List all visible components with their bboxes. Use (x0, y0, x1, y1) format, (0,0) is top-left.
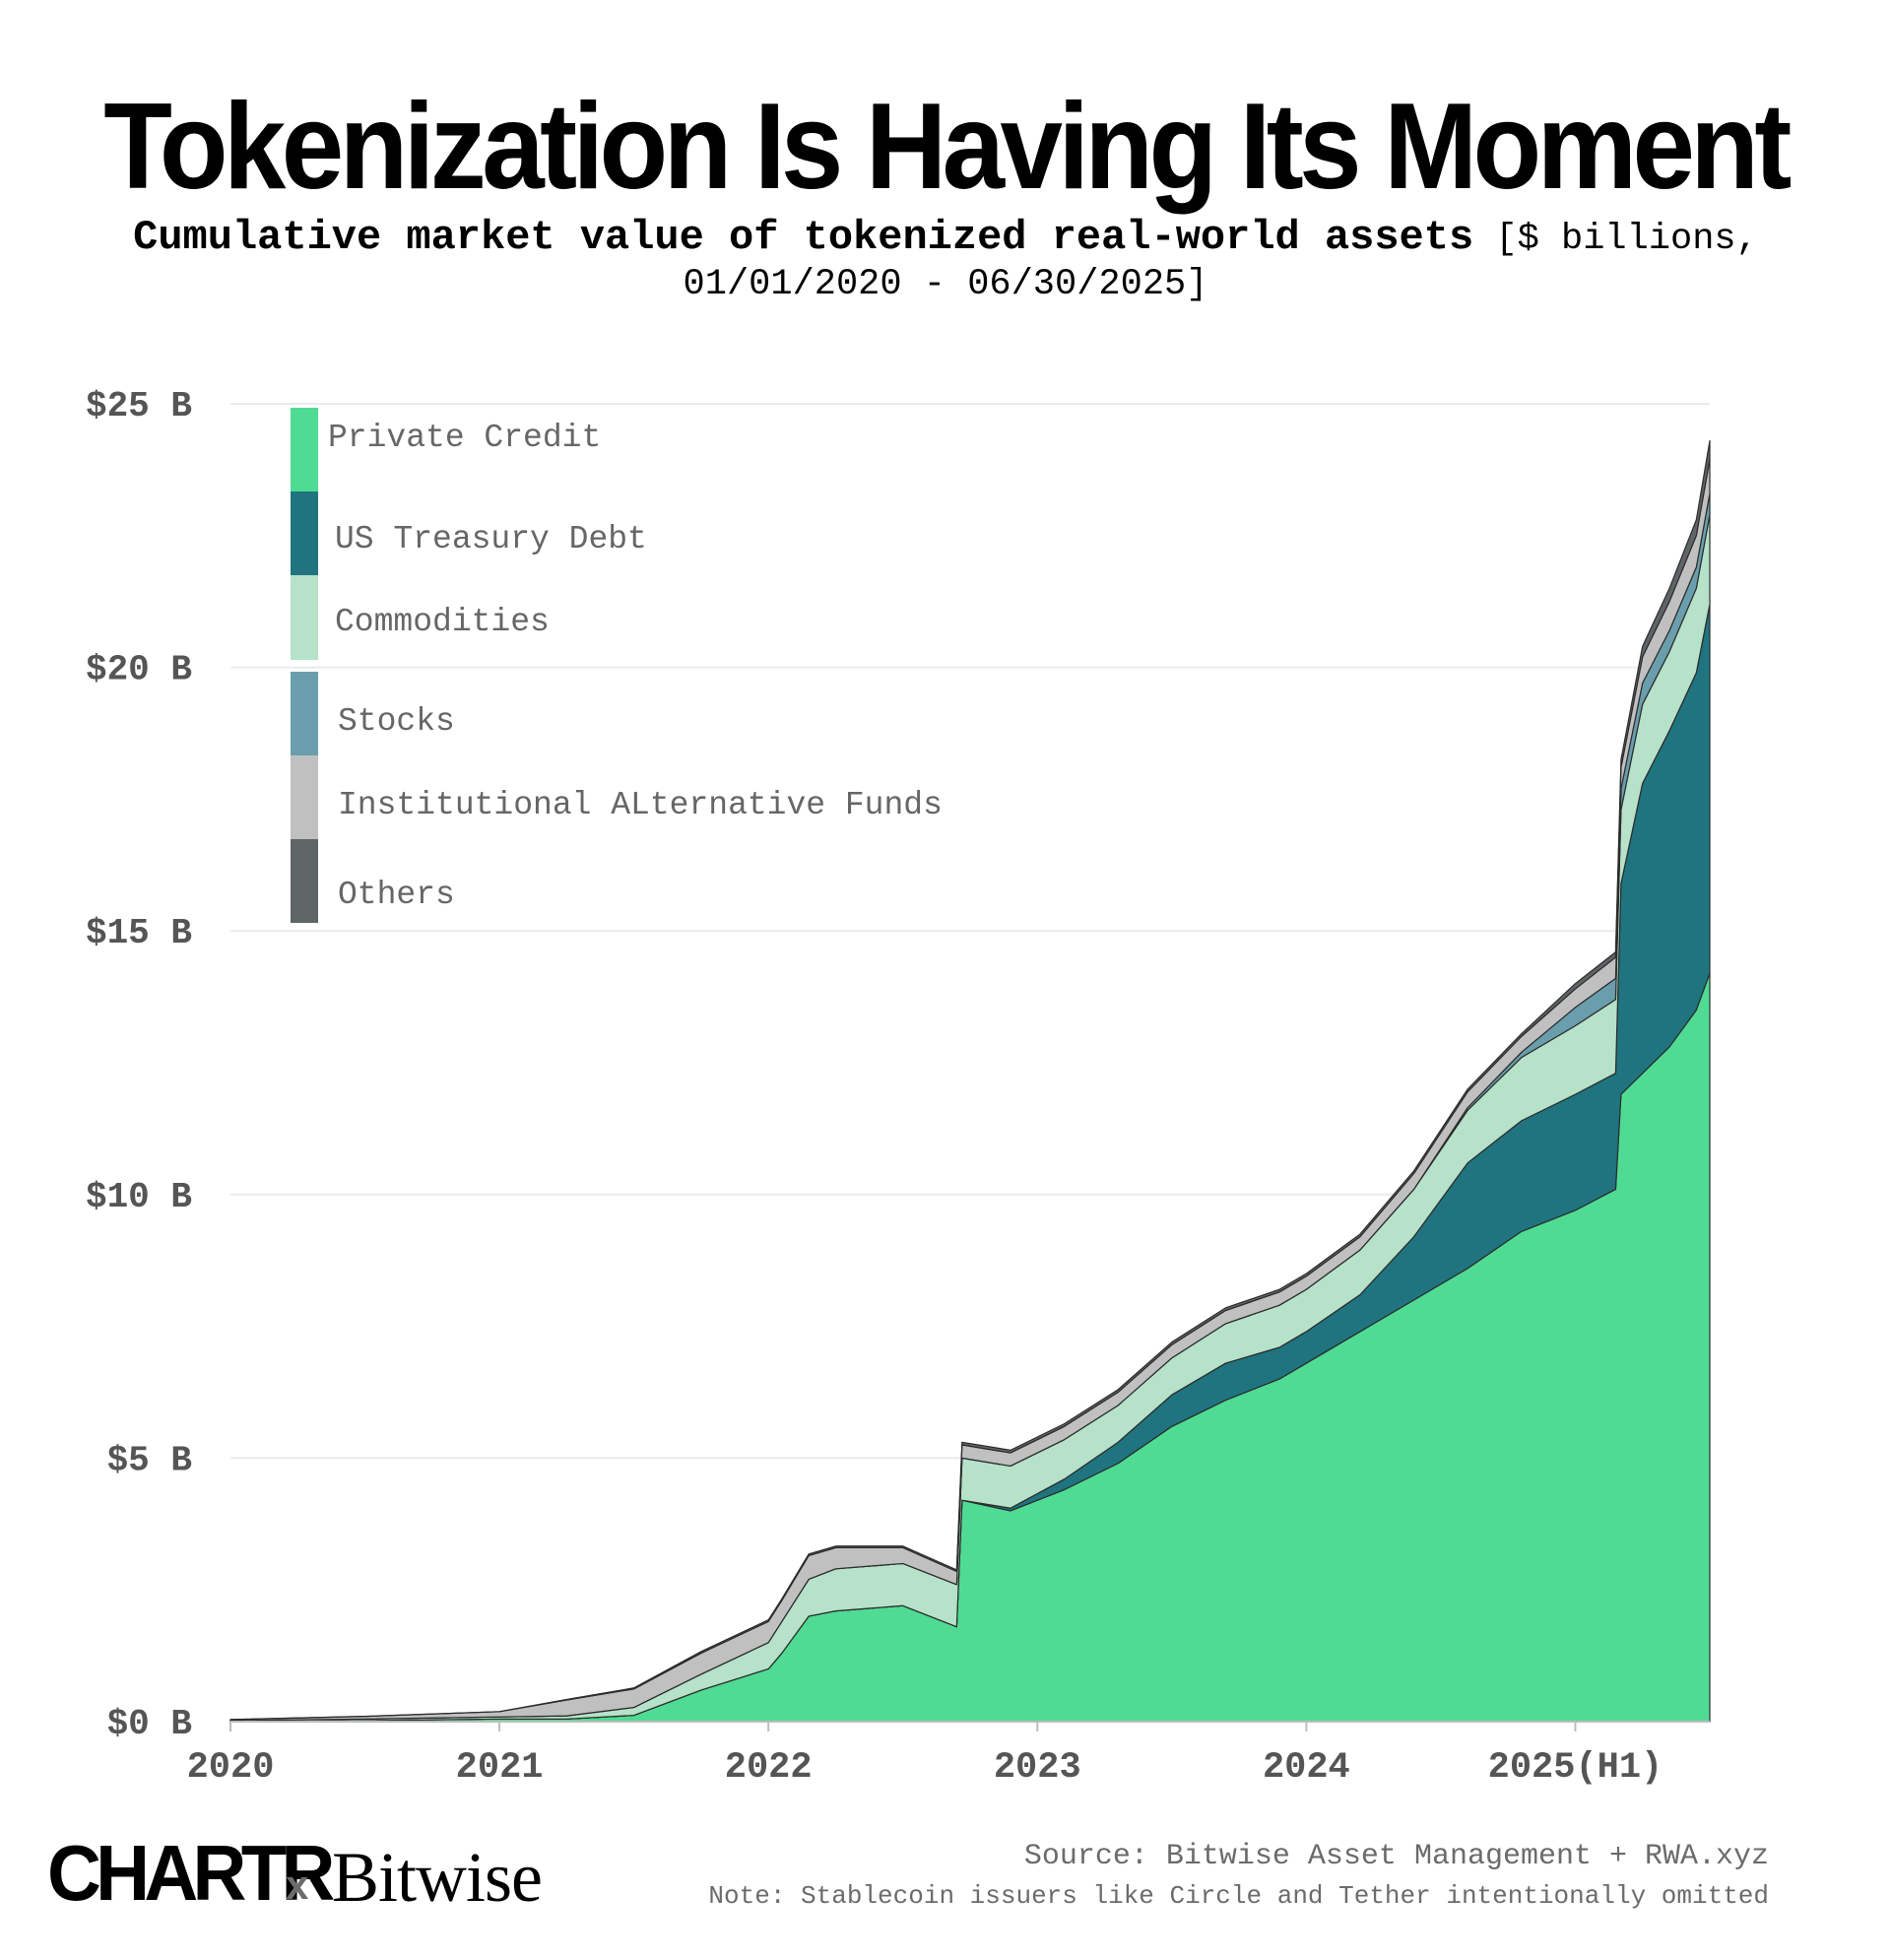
legend-swatch (291, 755, 318, 839)
legend-label: Private Credit (328, 420, 601, 456)
legend-label: Others (338, 877, 455, 913)
legend-swatch (291, 491, 318, 575)
y-tick-label: $25 B (86, 386, 192, 426)
x-tick-label: 2021 (456, 1747, 544, 1789)
bitwise-logo: Bitwise (332, 1838, 543, 1917)
source-note: Source: Bitwise Asset Management + RWA.x… (1023, 1840, 1769, 1873)
legend-swatch (291, 575, 318, 660)
legend-swatch (291, 672, 318, 755)
subtitle-main: Cumulative market value of tokenized rea… (133, 214, 1474, 261)
y-tick-label: $10 B (86, 1177, 192, 1217)
x-tick-label: 2023 (994, 1747, 1081, 1789)
y-axis: $0 B $5 B $10 B $15 B $20 B $25 B (86, 386, 192, 1744)
y-tick-label: $15 B (86, 913, 192, 953)
x-tick-label: 2025(H1) (1488, 1747, 1663, 1789)
chart-subtitle: Cumulative market value of tokenized rea… (98, 215, 1793, 307)
chartr-logo: CHARTR (47, 1829, 335, 1917)
footnote: Note: Stablecoin issuers like Circle and… (708, 1881, 1769, 1911)
legend-label: US Treasury Debt (335, 521, 647, 557)
legend-label: Commodities (335, 604, 550, 640)
chart-title: Tokenization Is Having Its Moment (103, 79, 1792, 215)
x-tick-label: 2022 (725, 1747, 813, 1789)
legend: Private Credit US Treasury Debt Commoditie… (291, 408, 943, 923)
y-tick-label: $20 B (86, 650, 192, 690)
legend-swatch (291, 408, 318, 492)
brand-separator: x (286, 1862, 309, 1908)
x-tick-label: 2020 (187, 1747, 275, 1789)
legend-swatch (291, 839, 318, 923)
legend-label: Stocks (338, 703, 455, 740)
area-others (229, 439, 1711, 1721)
legend-label: Institutional ALternative Funds (338, 787, 943, 823)
y-tick-label: $0 B (107, 1704, 192, 1744)
subtitle-units-range: [$ billions, 01/01/2020 - 06/30/2025] (683, 219, 1758, 305)
x-axis: 2020 2021 2022 2023 2024 2025(H1) (187, 1721, 1710, 1789)
y-tick-label: $5 B (107, 1440, 192, 1480)
x-tick-label: 2024 (1263, 1747, 1350, 1789)
